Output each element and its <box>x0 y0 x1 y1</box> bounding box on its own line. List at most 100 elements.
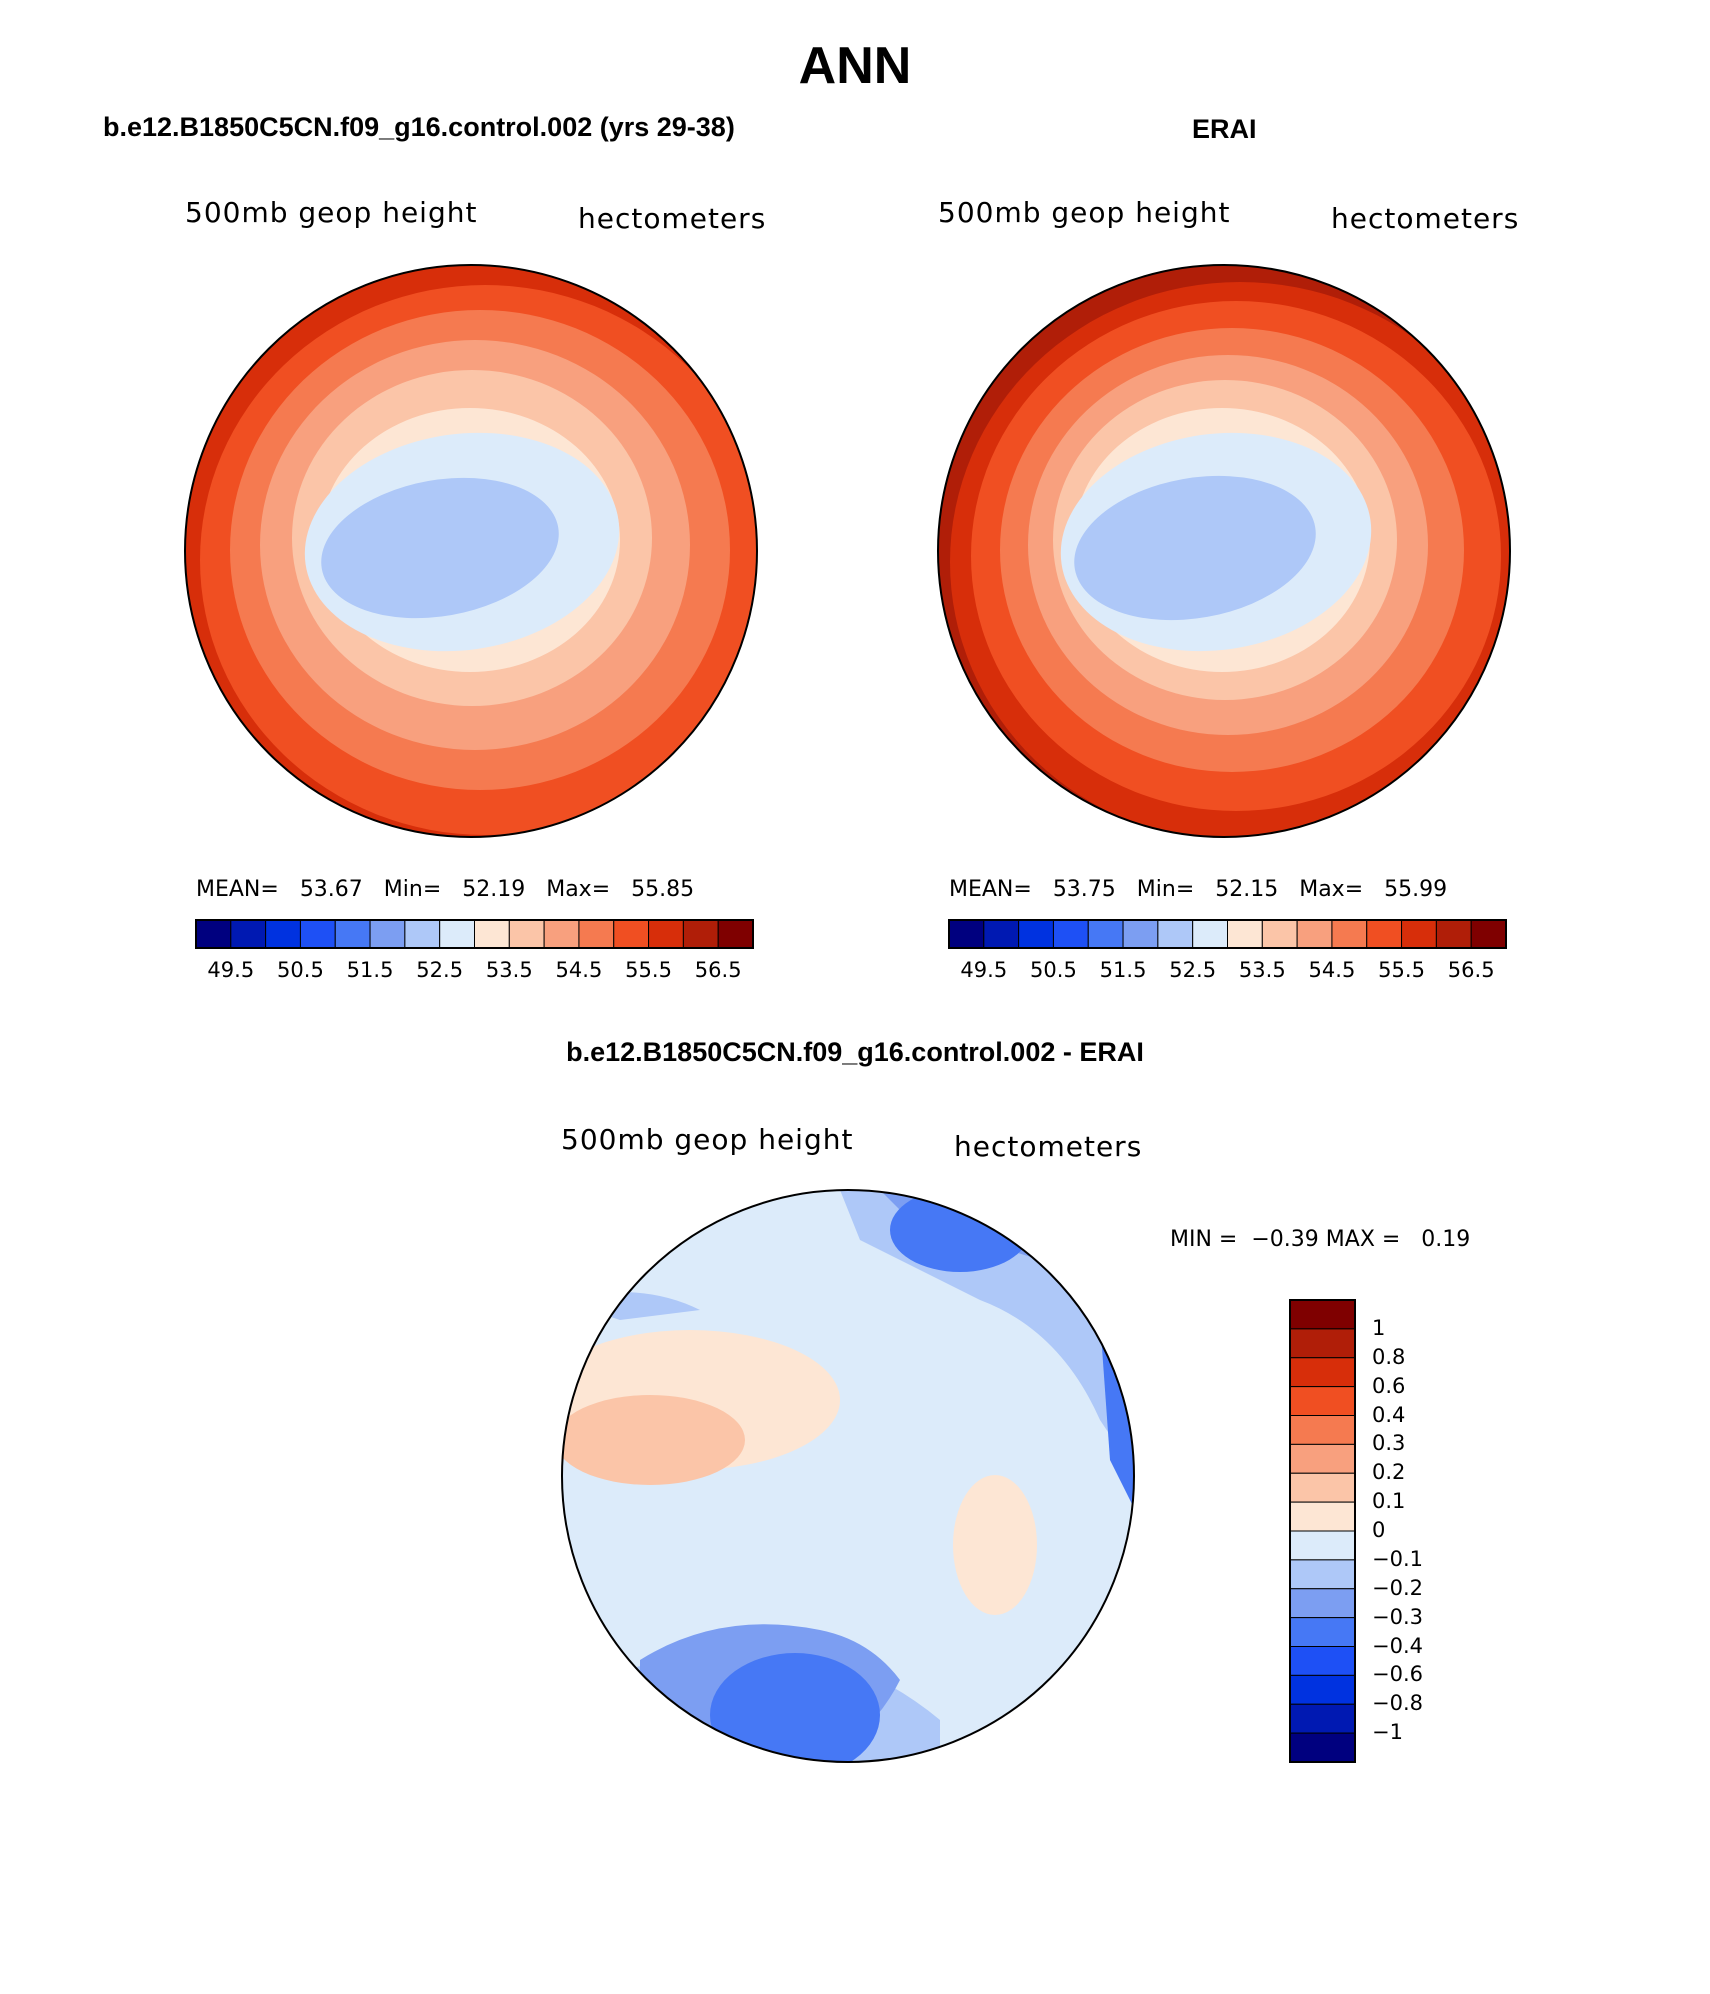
diff-min-value: −0.39 <box>1251 1227 1319 1252</box>
diff-colorbar-swatch <box>1289 1588 1356 1619</box>
diff-colorbar-tick-label: 0.8 <box>1372 1344 1406 1369</box>
obs-colorbar-swatch <box>1157 919 1194 949</box>
model-colorbar-swatch <box>334 919 371 949</box>
colorbar-tick-label: 52.5 <box>416 958 464 982</box>
model-colorbar-swatch <box>613 919 650 949</box>
model-units-label: hectometers <box>578 202 767 235</box>
obs-mean-value: 53.75 <box>1052 877 1116 902</box>
model-colorbar-swatch <box>195 919 232 949</box>
model-colorbar-swatch <box>508 919 545 949</box>
model-map <box>185 265 757 837</box>
model-colorbar-swatch <box>474 919 510 949</box>
model-colorbar-swatch <box>682 919 719 949</box>
diff-colorbar-tick-label: 0 <box>1372 1518 1386 1542</box>
diff-map <box>562 1190 1134 1762</box>
model-colorbar-swatch <box>543 919 580 949</box>
model-colorbar-swatch <box>439 919 475 949</box>
model-max-label: Max= <box>546 877 611 902</box>
colorbar-tick-label: 49.5 <box>960 958 1008 982</box>
obs-colorbar-swatch <box>1087 919 1124 949</box>
colorbar-tick-label: 49.5 <box>207 958 255 982</box>
colorbar-tick-label: 54.5 <box>555 958 603 982</box>
colorbar-tick-label: 55.5 <box>1378 958 1425 982</box>
obs-min-value: 52.15 <box>1215 877 1279 902</box>
colorbar-tick-label: 53.5 <box>1238 958 1286 982</box>
model-min-value: 52.19 <box>462 877 526 902</box>
obs-colorbar-swatch <box>1401 919 1437 949</box>
diff-max-value: 0.19 <box>1421 1227 1471 1252</box>
obs-colorbar-swatch <box>1018 919 1054 949</box>
model-mean-value: 53.67 <box>299 877 363 902</box>
diff-colorbar-tick-label: 0.3 <box>1372 1431 1406 1456</box>
colorbar-tick-label: 50.5 <box>277 958 324 982</box>
obs-panel-title: ERAI <box>1192 114 1257 144</box>
obs-min-label: Min= <box>1136 877 1195 902</box>
obs-colorbar-swatch <box>1052 919 1089 949</box>
diff-units-label: hectometers <box>954 1130 1143 1163</box>
model-panel-title: b.e12.B1850C5CN.f09_g16.control.002 (yrs… <box>103 112 735 142</box>
model-colorbar-border <box>195 919 754 949</box>
diff-colorbar-swatch <box>1289 1732 1356 1763</box>
obs-map <box>938 265 1510 837</box>
model-colorbar-swatch <box>648 919 684 949</box>
diff-colorbar-swatch <box>1289 1357 1356 1388</box>
model-colorbar-swatch <box>230 919 267 949</box>
obs-units-label: hectometers <box>1331 202 1520 235</box>
diff-colorbar-swatch <box>1289 1328 1356 1359</box>
obs-stats: MEAN= 53.75 Min= 52.15 Max= 55.99 <box>949 877 1447 902</box>
diff-colorbar-swatch <box>1289 1559 1356 1590</box>
diff-colorbar-swatch <box>1289 1415 1356 1445</box>
diff-max-label: MAX = <box>1325 1227 1401 1252</box>
obs-variable-label: 500mb geop height <box>938 196 1231 229</box>
diff-colorbar-tick-label: −0.8 <box>1372 1691 1423 1716</box>
model-mean-label: MEAN= <box>196 877 279 902</box>
diff-colorbar-swatch <box>1289 1617 1356 1647</box>
obs-colorbar-swatch <box>1227 919 1263 949</box>
colorbar-tick-label: 50.5 <box>1030 958 1077 982</box>
obs-colorbar-swatch <box>983 919 1020 949</box>
obs-colorbar-swatch <box>1122 919 1159 949</box>
diff-stats: MIN = −0.39 MAX = 0.19 <box>1170 1227 1470 1252</box>
obs-max-label: Max= <box>1299 877 1364 902</box>
diff-colorbar-tick-label: −0.3 <box>1372 1604 1423 1629</box>
model-min-label: Min= <box>383 877 442 902</box>
diff-colorbar-swatch <box>1289 1530 1356 1561</box>
diff-colorbar-tick-label: −0.4 <box>1372 1633 1423 1658</box>
diff-colorbar-tick-label: 0.2 <box>1372 1460 1406 1485</box>
model-colorbar-swatch <box>717 919 754 949</box>
diff-colorbar-tick-label: 0.4 <box>1372 1402 1406 1427</box>
colorbar-tick-label: 51.5 <box>346 958 394 982</box>
diff-colorbar-tick-label: 1 <box>1372 1315 1386 1340</box>
obs-colorbar-swatch <box>1470 919 1507 949</box>
diff-colorbar-swatch <box>1289 1299 1356 1330</box>
colorbar-tick-label: 51.5 <box>1099 958 1147 982</box>
model-colorbar-swatch <box>299 919 336 949</box>
model-variable-label: 500mb geop height <box>185 196 478 229</box>
obs-map-border <box>937 264 1511 838</box>
model-colorbar-swatch <box>404 919 441 949</box>
colorbar-tick-label: 55.5 <box>625 958 672 982</box>
model-map-border <box>184 264 758 838</box>
obs-colorbar-swatch <box>1435 919 1472 949</box>
colorbar-tick-label: 53.5 <box>485 958 533 982</box>
diff-colorbar-swatch <box>1289 1703 1356 1734</box>
obs-colorbar-border <box>948 919 1507 949</box>
model-max-value: 55.85 <box>631 877 695 902</box>
diff-colorbar-swatch <box>1289 1472 1356 1503</box>
diff-min-label: MIN = <box>1170 1227 1238 1252</box>
diff-colorbar-swatch <box>1289 1674 1356 1705</box>
colorbar-tick-label: 52.5 <box>1169 958 1217 982</box>
diff-colorbar-swatch <box>1289 1386 1356 1416</box>
obs-colorbar-swatch <box>948 919 985 949</box>
diff-map-border <box>561 1189 1135 1763</box>
diff-colorbar-tick-label: 0.6 <box>1372 1373 1406 1398</box>
diff-colorbar-tick-label: −0.2 <box>1372 1575 1423 1600</box>
diff-colorbar-tick-label: −0.6 <box>1372 1662 1423 1687</box>
colorbar-tick-label: 54.5 <box>1308 958 1356 982</box>
diff-colorbar-swatch <box>1289 1646 1356 1676</box>
diff-colorbar-tick-label: 0.1 <box>1372 1489 1406 1514</box>
diff-colorbar-tick-label: −1 <box>1372 1720 1403 1745</box>
model-colorbar-swatch <box>369 919 406 949</box>
